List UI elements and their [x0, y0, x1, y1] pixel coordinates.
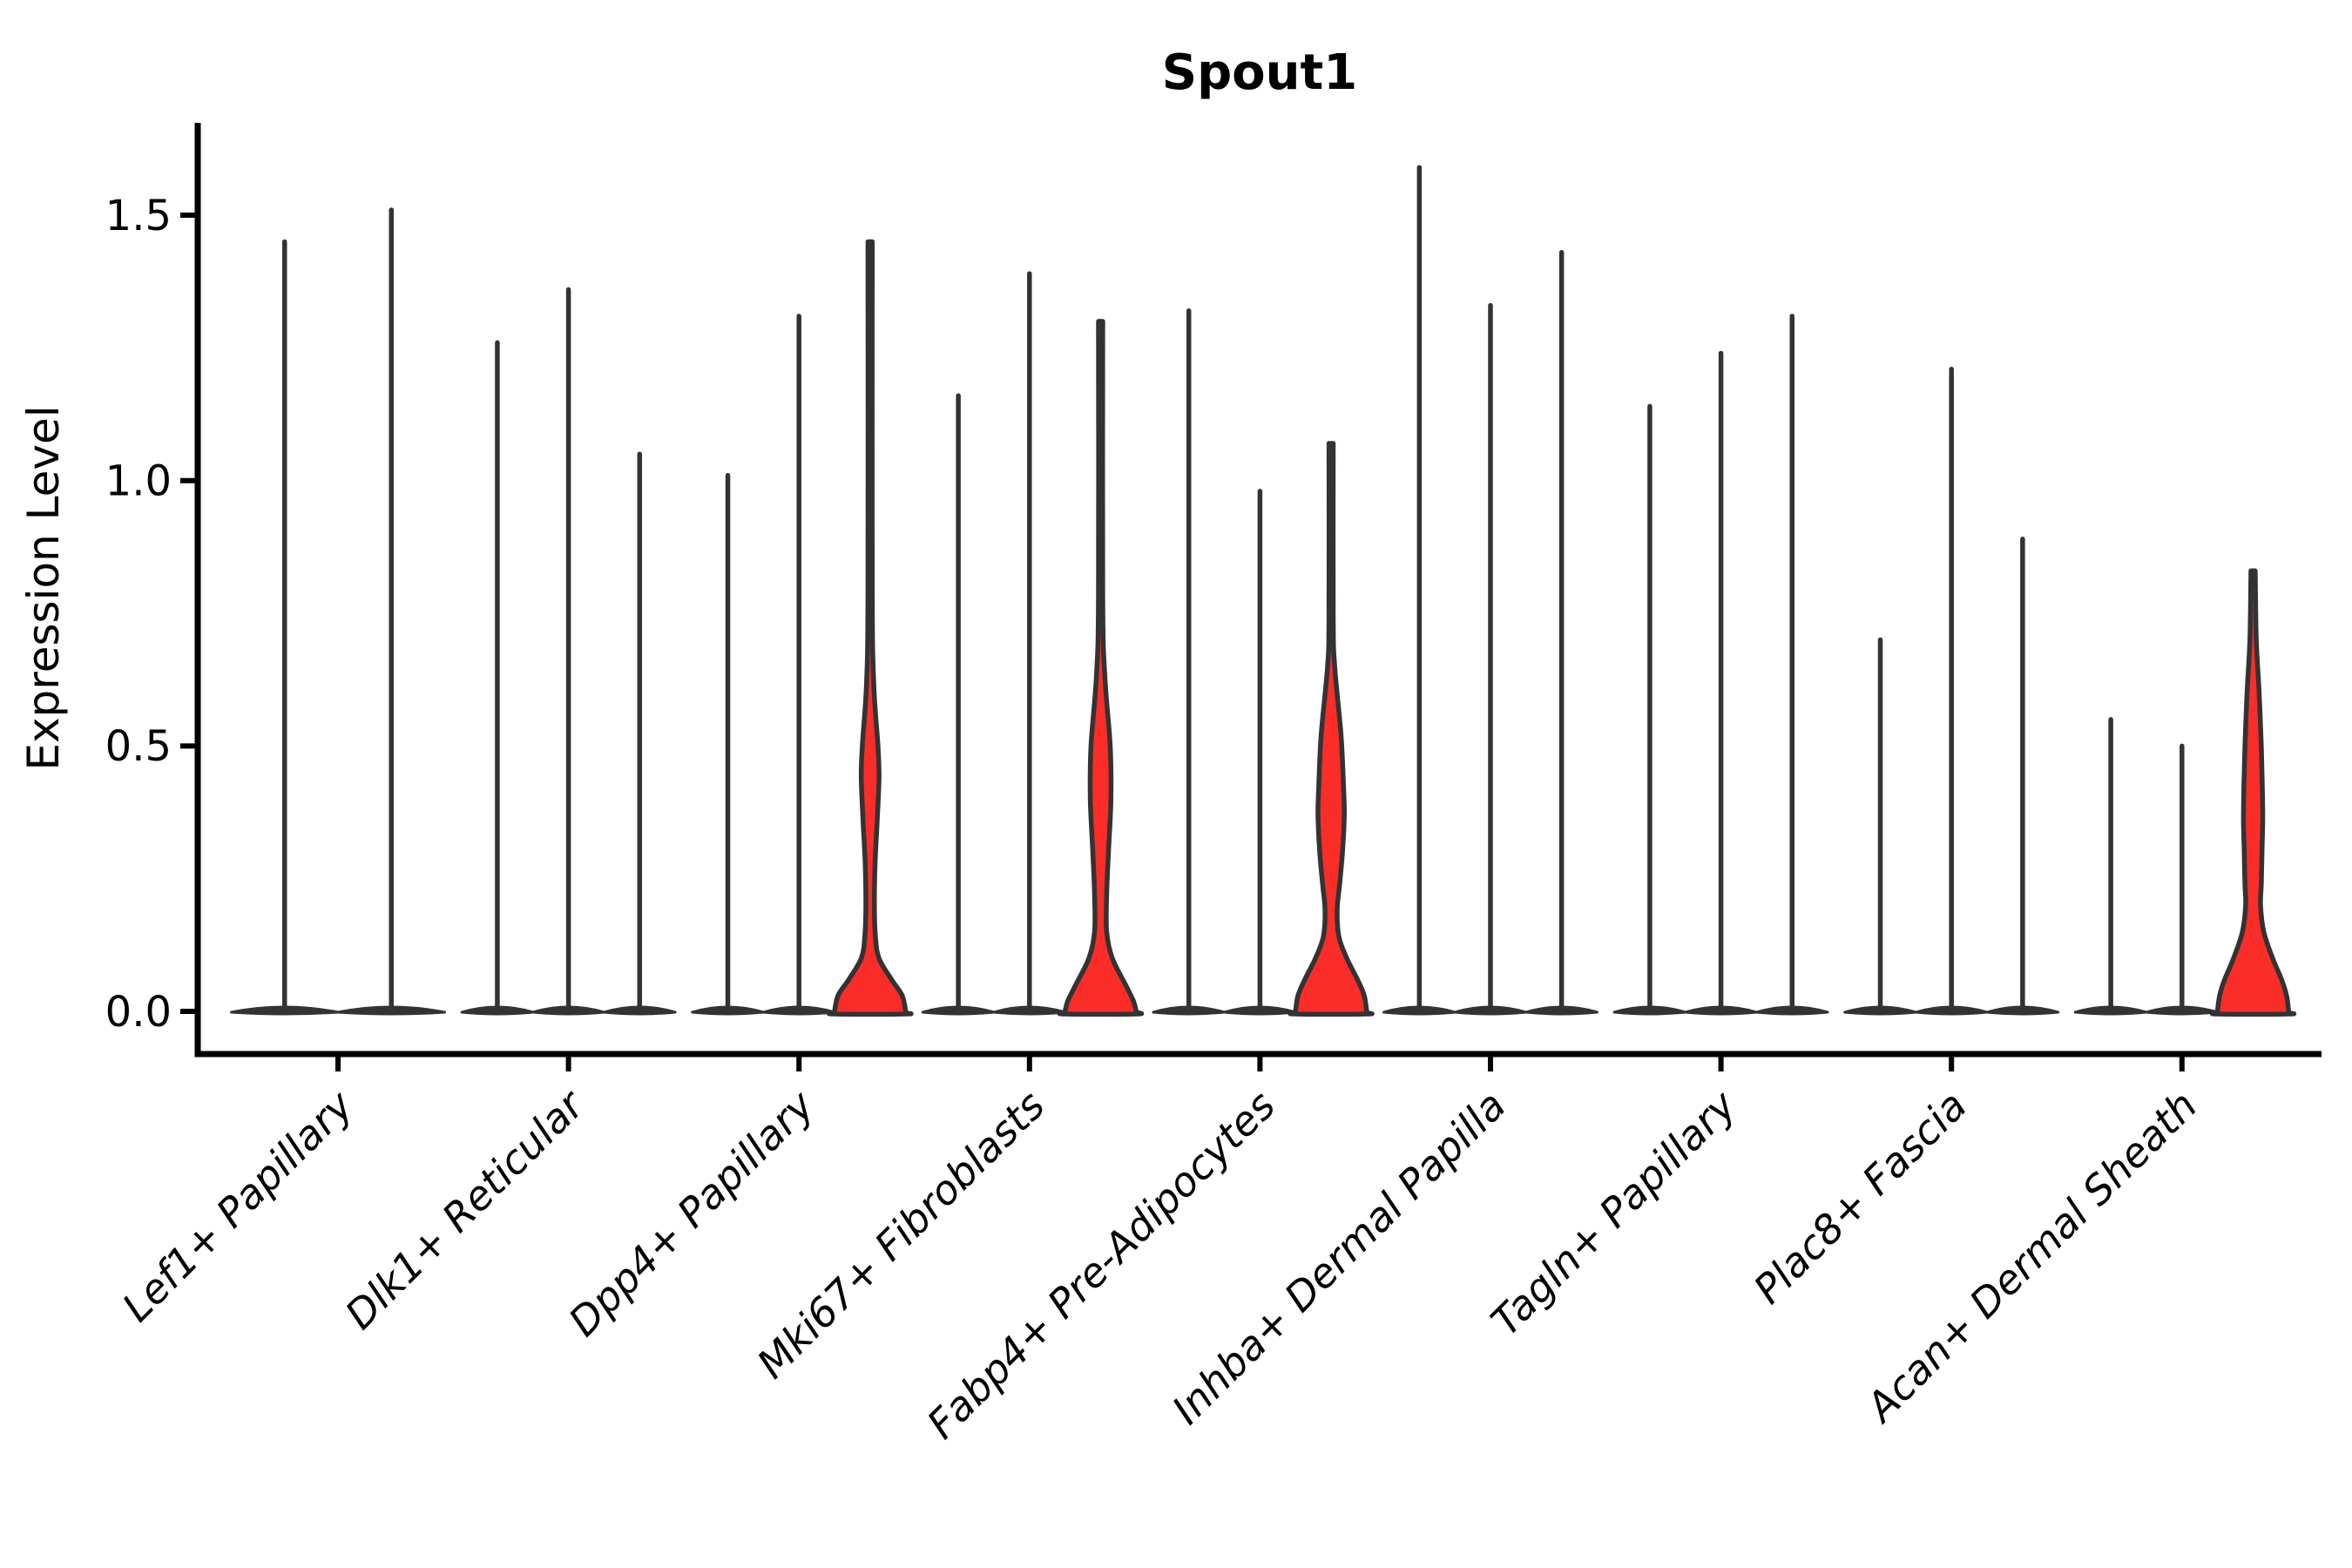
x-tick-label: Lef1+ Papillary [113, 1081, 362, 1330]
violin-2-3 [602, 451, 677, 1016]
violin-3-3 [827, 239, 914, 1017]
violin-4-1 [921, 393, 996, 1016]
x-tick-label: Dpp4+ Papillary [559, 1081, 823, 1345]
violin-7-1 [1612, 403, 1687, 1016]
violin-base [1754, 1005, 1829, 1016]
violin-9-1 [2073, 717, 2148, 1016]
violin-base [336, 1005, 446, 1016]
violin-highlighted [2209, 568, 2297, 1017]
y-axis-label: Expression Level [18, 405, 69, 770]
violin-6-1 [1382, 165, 1456, 1016]
violin-8-2 [1914, 366, 1989, 1016]
violin-highlighted [827, 239, 914, 1017]
violin-7-2 [1684, 350, 1758, 1016]
y-tick-label: 0.0 [105, 988, 172, 1037]
axes-layer [180, 123, 2322, 1071]
y-tick-label: 0.5 [105, 722, 172, 771]
violin-8-1 [1843, 637, 1917, 1016]
violin-9-3 [2209, 568, 2297, 1017]
violin-5-1 [1152, 308, 1227, 1016]
violin-group-9 [2073, 568, 2297, 1017]
violin-5-3 [1288, 441, 1375, 1017]
x-tick-label: Tagln+ Papillary [1482, 1081, 1746, 1345]
violin-base [1524, 1005, 1598, 1016]
violin-group-7 [1612, 314, 1829, 1016]
violin-8-3 [1985, 536, 2060, 1016]
violin-group-8 [1843, 366, 2060, 1016]
violin-5-2 [1223, 489, 1297, 1016]
violin-9-2 [2145, 743, 2220, 1016]
violin-base [602, 1005, 677, 1016]
violin-4-2 [992, 271, 1067, 1016]
violin-2-2 [531, 287, 605, 1016]
violin-4-3 [1057, 319, 1145, 1017]
violin-group-6 [1382, 165, 1598, 1016]
violin-group-5 [1152, 308, 1375, 1017]
violin-3-1 [691, 472, 765, 1016]
violin-group-3 [691, 239, 914, 1017]
x-tick-label: Plac8+ Fascia [1745, 1082, 1976, 1313]
violin-highlighted [1288, 441, 1375, 1017]
violin-6-2 [1453, 302, 1528, 1016]
violin-3-2 [761, 314, 836, 1016]
violin-1-1 [230, 239, 340, 1016]
violin-7-3 [1754, 314, 1829, 1016]
y-tick-label: 1.0 [105, 457, 172, 506]
y-tick-label: 1.5 [105, 192, 172, 240]
violin-6-3 [1524, 249, 1598, 1016]
violin-group-4 [921, 271, 1145, 1017]
violin-1-2 [336, 207, 446, 1016]
violin-base [1985, 1005, 2060, 1016]
violin-2-1 [460, 340, 535, 1016]
x-tick-label: Dlk1+ Reticular [336, 1079, 595, 1338]
violin-group-2 [460, 287, 677, 1016]
chart-title: Spout1 [1162, 44, 1358, 101]
violin-highlighted [1057, 319, 1145, 1017]
violin-group-1 [230, 207, 446, 1016]
violin-layer [230, 165, 2297, 1017]
